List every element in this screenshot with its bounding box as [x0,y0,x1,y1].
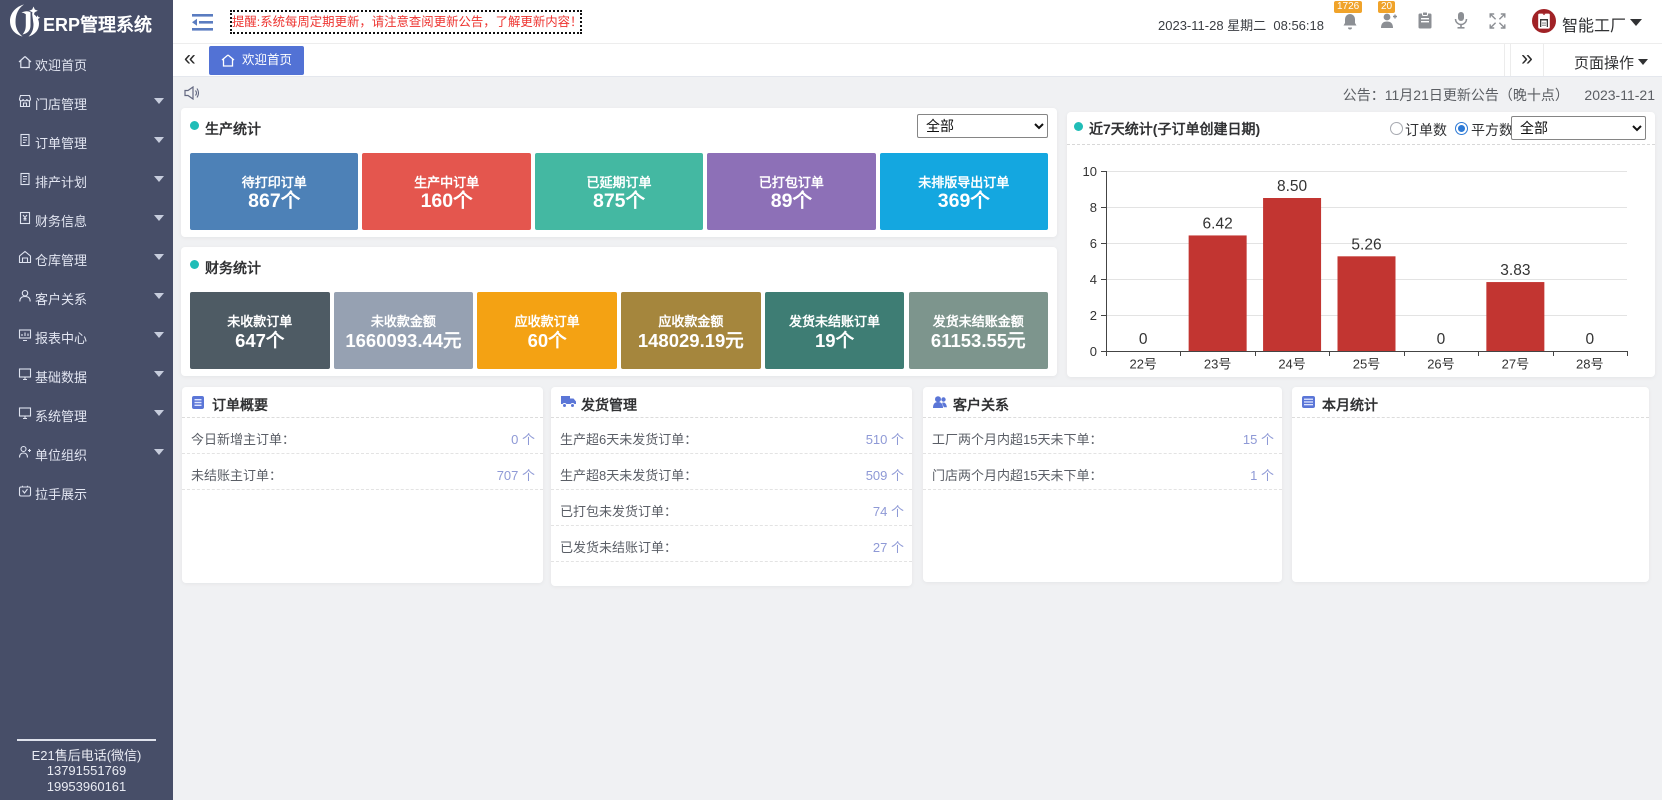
svg-text:0: 0 [1585,331,1594,348]
svg-text:8: 8 [1090,200,1097,215]
svg-text:0: 0 [1139,331,1148,348]
svg-text:0: 0 [1090,344,1097,359]
svg-text:27号: 27号 [1502,357,1529,372]
svg-text:0: 0 [1437,331,1446,348]
svg-text:3.83: 3.83 [1500,262,1530,279]
svg-text:25号: 25号 [1353,357,1380,372]
svg-text:10: 10 [1083,164,1097,179]
svg-text:24号: 24号 [1278,357,1305,372]
svg-text:5.26: 5.26 [1351,236,1381,253]
svg-text:2: 2 [1090,308,1097,323]
svg-text:28号: 28号 [1576,357,1603,372]
svg-text:6: 6 [1090,236,1097,251]
svg-text:6.42: 6.42 [1203,215,1233,232]
svg-text:26号: 26号 [1427,357,1454,372]
svg-text:22号: 22号 [1129,357,1156,372]
svg-text:23号: 23号 [1204,357,1231,372]
svg-text:8.50: 8.50 [1277,178,1308,195]
svg-text:4: 4 [1090,272,1097,287]
